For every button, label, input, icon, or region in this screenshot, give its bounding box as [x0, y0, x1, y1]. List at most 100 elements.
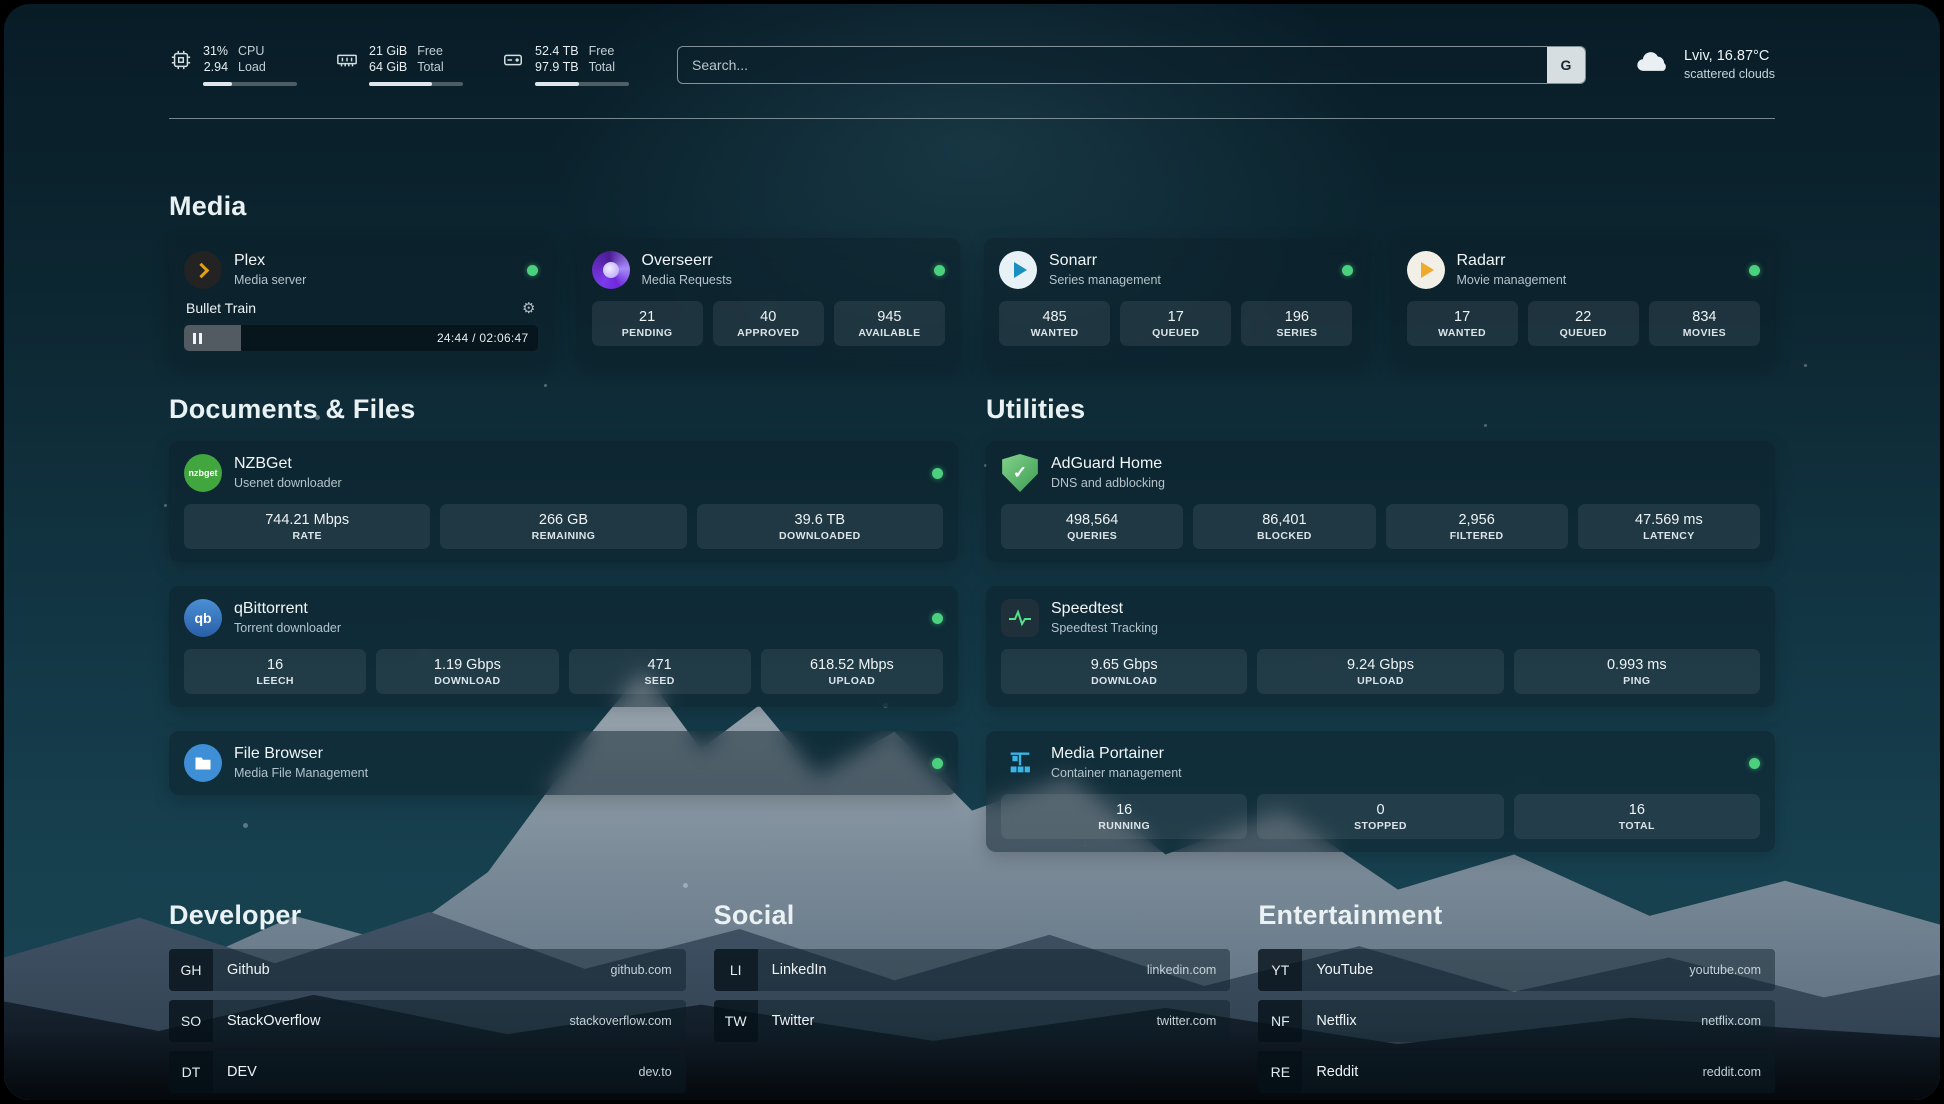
stat-box: 0 STOPPED [1257, 794, 1504, 839]
service-name: Radarr [1456, 252, 1506, 270]
section-title-entertainment: Entertainment [1258, 900, 1443, 930]
memory-free-value: 21 GiB [369, 43, 408, 58]
service-desc: DNS and adblocking [1051, 476, 1165, 491]
search-provider-button[interactable]: G [1546, 47, 1585, 83]
service-card-adguard[interactable]: ✓ AdGuard Home DNS and adblocking 498,56… [986, 441, 1775, 562]
bookmark-github[interactable]: GH Github github.com [169, 949, 686, 991]
service-card-qbittorrent[interactable]: qb qBittorrent Torrent downloader 16 LEE… [169, 586, 958, 707]
disk-icon [501, 49, 525, 71]
cpu-usage-bar [203, 82, 297, 87]
stat-value: 945 [877, 309, 902, 325]
bookmark-name: Github [227, 962, 270, 978]
stat-value: 0.993 ms [1606, 657, 1667, 673]
service-desc: Media File Management [234, 766, 369, 781]
stat-value: 2,956 [1458, 512, 1495, 528]
section-media: Media Plex Media server Bullet Train [169, 191, 1775, 364]
bookmark-abbr: SO [169, 1000, 213, 1042]
stat-box: 266 GB REMAINING [440, 504, 687, 549]
service-name: Sonarr [1049, 252, 1098, 270]
service-card-sonarr[interactable]: Sonarr Series management 485 WANTED 17 Q… [984, 238, 1368, 364]
stat-label: MOVIES [1682, 327, 1727, 339]
memory-free-label: Free [417, 43, 443, 58]
stat-value: 196 [1284, 309, 1309, 325]
stat-box: 0.993 ms PING [1513, 649, 1760, 694]
stat-label: SERIES [1276, 327, 1318, 339]
bookmark-youtube[interactable]: YT YouTube youtube.com [1258, 949, 1775, 991]
dashboard-screen: 31% 2.94 CPU Load [4, 4, 1940, 1100]
bookmark-abbr: LI [713, 949, 758, 991]
service-card-speedtest[interactable]: Speedtest Speedtest Tracking 9.65 Gbps D… [986, 586, 1775, 707]
service-name: Plex [234, 252, 266, 270]
stat-label: DOWNLOAD [434, 675, 501, 687]
stat-value: 744.21 Mbps [265, 512, 350, 528]
stat-box: 471 SEED [568, 649, 751, 694]
bookmark-abbr: DT [169, 1051, 213, 1093]
stat-value: 266 GB [538, 512, 589, 528]
settings-gear-icon[interactable]: ⚙ [522, 300, 536, 317]
search-bar: G [677, 46, 1586, 84]
memory-usage-bar [369, 82, 463, 87]
filebrowser-icon [184, 744, 222, 782]
stat-value: 39.6 TB [794, 512, 846, 528]
bookmark-reddit[interactable]: RE Reddit reddit.com [1258, 1051, 1775, 1093]
service-desc: Series management [1049, 273, 1161, 288]
stat-value: 21 [639, 309, 656, 325]
bookmark-dev[interactable]: DT DEV dev.to [169, 1051, 686, 1093]
documents-column: Documents & Files nzbget NZBGet Usenet d… [169, 394, 958, 852]
service-name: qBittorrent [234, 600, 308, 618]
stat-box: 47.569 ms LATENCY [1577, 504, 1760, 549]
bookmark-twitter[interactable]: TW Twitter twitter.com [713, 1000, 1231, 1042]
cpu-widget: 31% 2.94 CPU Load [169, 43, 297, 87]
service-name: File Browser [234, 745, 323, 763]
bookmark-netflix[interactable]: NF Netflix netflix.com [1258, 1000, 1775, 1042]
bookmark-abbr: TW [713, 1000, 758, 1042]
media-grid: Plex Media server Bullet Train ⚙ 24:44 /… [169, 238, 1775, 364]
stat-box: 945 AVAILABLE [833, 301, 945, 346]
stat-label: PING [1623, 675, 1651, 687]
weather-condition: scattered clouds [1683, 67, 1775, 82]
stat-box: 40 APPROVED [712, 301, 824, 346]
section-title-documents: Documents & Files [169, 394, 416, 424]
service-card-nzbget[interactable]: nzbget NZBGet Usenet downloader 744.21 M… [169, 441, 958, 562]
pause-button[interactable] [193, 332, 202, 344]
stat-label: RATE [292, 530, 322, 542]
dashboard-content: 31% 2.94 CPU Load [4, 4, 1940, 1100]
bookmark-stackoverflow[interactable]: SO StackOverflow stackoverflow.com [169, 1000, 686, 1042]
service-desc: Media server [234, 273, 307, 288]
service-card-filebrowser[interactable]: File Browser Media File Management [169, 731, 958, 795]
bookmark-url: reddit.com [1702, 1065, 1761, 1079]
stat-label: STOPPED [1354, 820, 1407, 832]
stat-value: 1.19 Gbps [433, 657, 501, 673]
service-card-portainer[interactable]: Media Portainer Container management 16 … [986, 731, 1775, 852]
utilities-column: Utilities ✓ AdGuard Home DNS and adblock… [986, 394, 1775, 852]
stat-box: 9.65 Gbps DOWNLOAD [1001, 649, 1248, 694]
disk-free-label: Free [588, 43, 615, 58]
service-card-plex[interactable]: Plex Media server Bullet Train ⚙ 24:44 /… [169, 238, 553, 364]
stat-label: WANTED [1030, 327, 1079, 339]
adguard-shield-icon: ✓ [1002, 454, 1038, 492]
bookmark-name: Reddit [1316, 1064, 1359, 1080]
stat-box: 485 WANTED [999, 301, 1111, 346]
status-online-dot [1749, 264, 1760, 276]
stat-value: 0 [1376, 802, 1385, 818]
adguard-check: ✓ [1012, 463, 1028, 482]
stat-box: 834 MOVIES [1648, 301, 1760, 346]
memory-total-label: Total [417, 59, 444, 74]
nzbget-icon: nzbget [184, 454, 222, 492]
stat-label: DOWNLOADED [779, 530, 861, 542]
stat-label: AVAILABLE [858, 327, 921, 339]
cpu-label: CPU [238, 43, 265, 58]
bookmark-linkedin[interactable]: LI LinkedIn linkedin.com [713, 949, 1231, 991]
cpu-load-label: Load [238, 59, 266, 74]
plex-icon [184, 251, 222, 289]
search-input[interactable] [678, 47, 1547, 83]
stat-box: 86,401 BLOCKED [1193, 504, 1376, 549]
stat-box: 39.6 TB DOWNLOADED [696, 504, 943, 549]
stat-box: 16 LEECH [184, 649, 367, 694]
stat-value: 498,564 [1065, 512, 1119, 528]
stat-value: 618.52 Mbps [809, 657, 894, 673]
stat-value: 16 [267, 657, 284, 673]
service-card-overseerr[interactable]: Overseerr Media Requests 21 PENDING 40 A… [576, 238, 960, 364]
section-title-utilities: Utilities [986, 394, 1086, 424]
service-card-radarr[interactable]: Radarr Movie management 17 WANTED 22 QUE… [1391, 238, 1775, 364]
